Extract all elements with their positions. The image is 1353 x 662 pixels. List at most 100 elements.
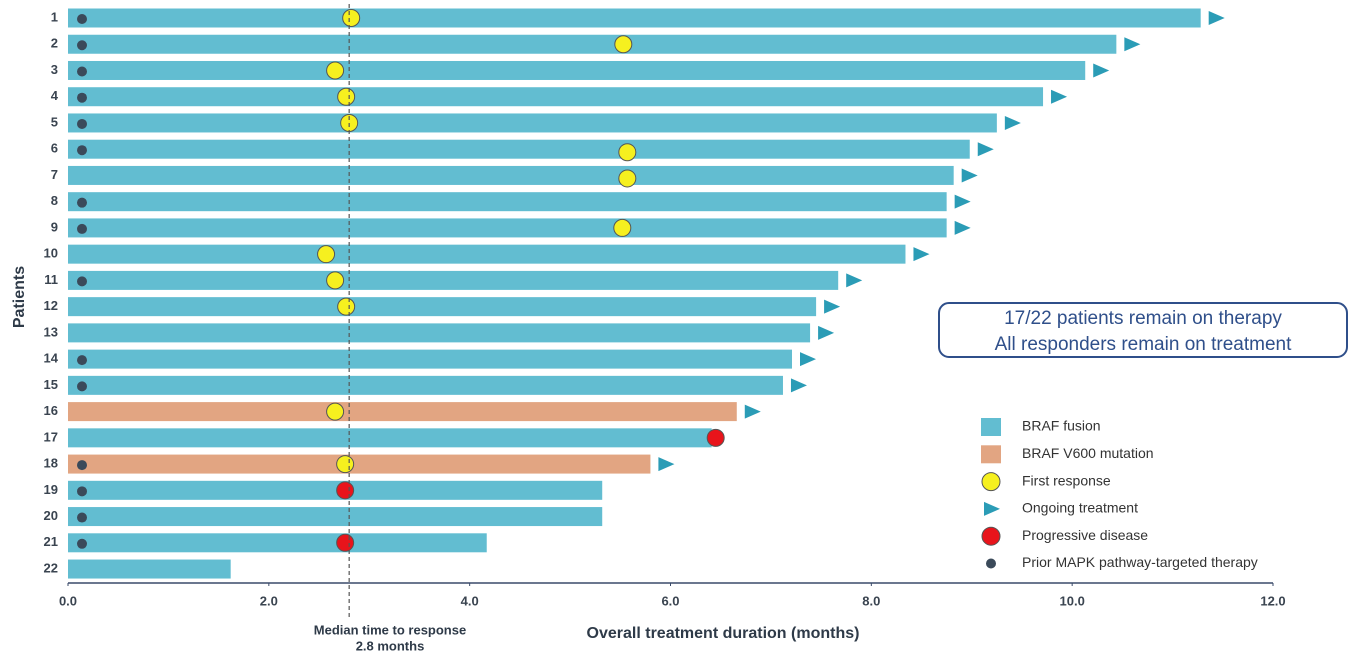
prior-therapy-dot <box>77 118 87 129</box>
median-label: 2.8 months <box>356 638 425 653</box>
x-tick-label: 4.0 <box>461 593 479 608</box>
y-axis-label: Patients <box>11 266 28 328</box>
y-tick-label: 13 <box>44 324 58 339</box>
bar <box>68 402 737 422</box>
y-tick-label: 20 <box>44 508 58 523</box>
marker-0 <box>336 455 355 474</box>
ongoing-arrow <box>744 404 761 419</box>
y-tick-label: 14 <box>44 351 59 366</box>
prior-therapy-dot <box>77 276 87 287</box>
ongoing-arrow <box>1093 63 1110 78</box>
legend-label: Progressive disease <box>1022 527 1148 543</box>
bar <box>68 480 603 500</box>
x-tick-label: 2.0 <box>260 593 278 608</box>
y-tick-label: 15 <box>44 377 58 392</box>
marker-0 <box>342 9 361 27</box>
marker-2 <box>336 533 355 552</box>
y-tick-label: 6 <box>51 141 58 156</box>
prior-therapy-dot <box>77 197 87 208</box>
callout-text: All responders remain on treatment <box>995 334 1292 355</box>
ongoing-arrow <box>1208 11 1225 25</box>
bar <box>68 323 811 343</box>
bar <box>68 507 603 527</box>
y-tick-label: 19 <box>44 482 58 497</box>
x-axis-label: Overall treatment duration (months) <box>587 625 860 642</box>
marker-0 <box>618 143 637 162</box>
bar <box>68 218 947 238</box>
prior-therapy-dot <box>77 223 87 234</box>
bar <box>68 270 839 290</box>
bar <box>68 34 1117 54</box>
prior-therapy-dot <box>77 14 87 24</box>
prior-therapy-dot <box>77 66 87 77</box>
ongoing-arrow <box>846 273 863 288</box>
callout-text: 17/22 patients remain on therapy <box>1004 308 1282 329</box>
x-tick-label: 10.0 <box>1060 593 1085 608</box>
y-tick-label: 7 <box>51 167 58 182</box>
ongoing-arrow <box>800 352 817 367</box>
prior-therapy-dot <box>77 355 87 366</box>
bar <box>68 244 906 264</box>
y-tick-label: 18 <box>44 456 58 471</box>
legend-swatch <box>984 501 1000 516</box>
prior-therapy-dot <box>77 512 87 523</box>
median-label: Median time to response <box>314 622 466 637</box>
x-tick-label: 0.0 <box>59 593 77 608</box>
x-tick-label: 8.0 <box>862 593 880 608</box>
ongoing-arrow <box>977 142 994 157</box>
bar <box>68 559 231 579</box>
marker-0 <box>326 61 345 80</box>
ongoing-arrow <box>1004 115 1021 130</box>
y-tick-label: 10 <box>44 246 58 261</box>
bar <box>68 533 487 553</box>
legend-swatch <box>981 445 1001 464</box>
bar <box>68 60 1086 80</box>
marker-0 <box>614 35 633 54</box>
prior-therapy-dot <box>77 460 87 471</box>
marker-0 <box>337 87 356 106</box>
y-tick-label: 11 <box>44 272 58 287</box>
bar <box>68 428 712 448</box>
ongoing-arrow <box>658 457 675 472</box>
ongoing-arrow <box>961 168 978 183</box>
marker-0 <box>326 271 345 290</box>
bar <box>68 375 783 395</box>
ongoing-arrow <box>790 378 807 393</box>
bar <box>68 8 1201 28</box>
ongoing-arrow <box>954 220 971 235</box>
ongoing-arrow <box>818 325 835 340</box>
y-tick-label: 8 <box>51 193 58 208</box>
bar <box>68 192 947 212</box>
y-tick-label: 17 <box>44 429 58 444</box>
y-tick-label: 4 <box>51 88 59 103</box>
bar <box>68 113 997 133</box>
x-tick-label: 12.0 <box>1260 593 1285 608</box>
prior-therapy-dot <box>77 145 87 156</box>
prior-therapy-dot <box>77 40 87 51</box>
legend-label: Ongoing treatment <box>1022 500 1138 516</box>
bar <box>68 297 817 317</box>
bar <box>68 349 793 369</box>
y-tick-label: 21 <box>44 534 58 549</box>
legend-swatch <box>981 472 1001 492</box>
legend-swatch <box>981 526 1001 546</box>
legend-label: BRAF fusion <box>1022 418 1101 434</box>
prior-therapy-dot <box>77 486 87 497</box>
ongoing-arrow <box>954 194 971 209</box>
bar <box>68 87 1044 107</box>
bar <box>68 139 970 159</box>
x-tick-label: 6.0 <box>661 593 679 608</box>
prior-therapy-dot <box>77 92 87 103</box>
y-tick-label: 5 <box>51 114 58 129</box>
prior-therapy-dot <box>77 381 87 392</box>
legend-label: First response <box>1022 472 1111 488</box>
callout-box <box>938 302 1348 358</box>
y-tick-label: 1 <box>51 9 58 24</box>
y-tick-label: 22 <box>44 560 58 575</box>
marker-2 <box>706 428 725 447</box>
legend-label: BRAF V600 mutation <box>1022 445 1154 461</box>
marker-0 <box>618 169 637 188</box>
prior-therapy-dot <box>77 538 87 549</box>
marker-0 <box>317 245 336 264</box>
